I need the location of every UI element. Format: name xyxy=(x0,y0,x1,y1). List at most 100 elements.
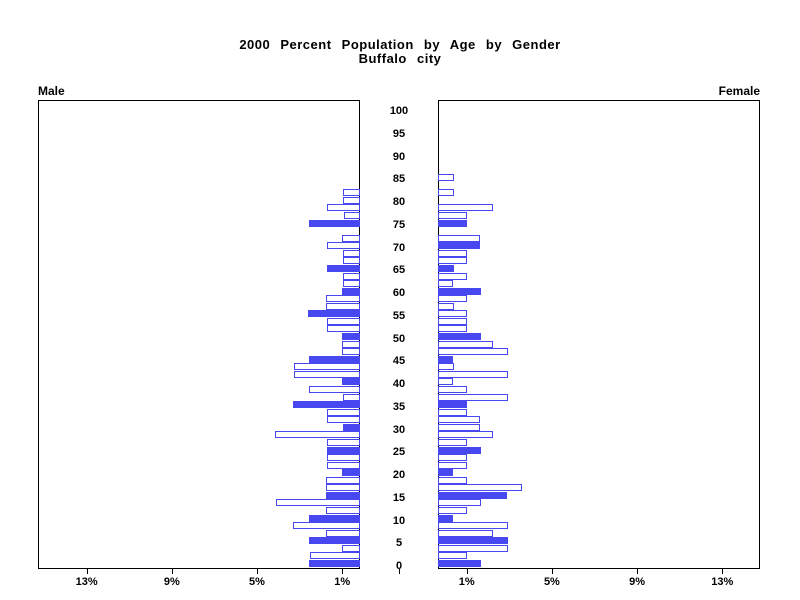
male-pyramid-bar xyxy=(325,476,360,484)
male-pyramid-bar xyxy=(342,393,360,401)
age-axis-label: 65 xyxy=(392,264,406,277)
female-pyramid-bar xyxy=(438,408,467,416)
age-axis-label: 25 xyxy=(392,446,406,459)
male-axis-tick-label: 5% xyxy=(249,576,265,588)
male-pyramid-bar xyxy=(326,317,360,325)
male-pyramid-bar xyxy=(326,264,360,272)
female-pyramid-bar xyxy=(438,287,481,295)
female-pyramid-bar xyxy=(438,295,467,303)
male-pyramid-bar xyxy=(293,363,360,371)
female-pyramid-bar xyxy=(438,212,467,219)
female-pyramid-bar xyxy=(438,416,480,424)
female-axis-tick xyxy=(637,569,639,574)
female-pyramid-bar xyxy=(438,438,467,446)
female-pyramid-bar xyxy=(438,325,467,333)
female-axis-tick xyxy=(722,569,724,574)
male-pyramid-bar xyxy=(308,514,360,522)
female-pyramid-bar xyxy=(438,272,467,280)
female-pyramid-bar xyxy=(438,174,454,182)
age-axis-label: 0 xyxy=(395,560,403,572)
male-pyramid-bar xyxy=(344,212,360,219)
male-pyramid-bar xyxy=(342,189,360,197)
male-pyramid-bar xyxy=(309,552,360,560)
male-pyramid-bar xyxy=(308,560,360,567)
male-axis-tick xyxy=(342,569,344,574)
male-axis-tick xyxy=(171,569,173,574)
age-axis-label: 70 xyxy=(392,241,406,254)
female-pyramid-bar xyxy=(438,507,467,515)
male-pyramid-bar xyxy=(325,529,360,537)
female-pyramid-bar xyxy=(438,204,494,212)
age-axis-label: 95 xyxy=(392,127,406,140)
female-axis-tick-label: 13% xyxy=(711,576,734,588)
female-pyramid-bar xyxy=(438,242,480,250)
age-axis-label: 10 xyxy=(392,514,406,527)
female-pyramid-bar xyxy=(438,189,454,197)
female-pyramid-bar xyxy=(438,423,480,431)
male-pyramid-bar xyxy=(341,469,360,477)
age-axis-label: 80 xyxy=(392,196,406,209)
male-pyramid-bar xyxy=(341,234,360,242)
male-pyramid-bar xyxy=(342,249,360,257)
age-axis-label: 45 xyxy=(392,355,406,368)
male-pyramid-bar xyxy=(342,196,360,204)
male-pyramid-bar xyxy=(326,242,360,250)
female-pyramid-bar xyxy=(438,522,508,530)
male-pyramid-bar xyxy=(326,446,360,454)
male-pyramid-bar xyxy=(326,454,360,462)
female-pyramid-bar xyxy=(438,431,494,439)
male-pyramid-bar xyxy=(292,522,360,530)
age-axis-label: 30 xyxy=(392,423,406,436)
female-pyramid-bar xyxy=(438,491,508,499)
male-pyramid-bar xyxy=(325,491,360,499)
male-pyramid-bar xyxy=(326,325,360,333)
male-panel xyxy=(38,100,360,569)
male-pyramid-bar xyxy=(308,537,360,545)
age-axis-label: 35 xyxy=(392,400,406,413)
female-pyramid-bar xyxy=(438,514,453,522)
female-pyramid-bar xyxy=(438,249,467,257)
female-pyramid-bar xyxy=(438,219,467,227)
male-pyramid-bar xyxy=(292,401,360,409)
female-pyramid-bar xyxy=(438,484,523,492)
female-pyramid-bar xyxy=(438,317,467,325)
male-pyramid-bar xyxy=(274,431,360,439)
age-axis-label: 5 xyxy=(395,537,403,550)
male-pyramid-bar xyxy=(341,378,360,386)
male-pyramid-bar xyxy=(275,499,360,507)
female-pyramid-bar xyxy=(438,370,508,378)
male-pyramid-bar xyxy=(326,438,360,446)
age-axis-bottom-tick xyxy=(399,569,400,574)
female-pyramid-bar xyxy=(438,446,481,454)
male-axis-tick-label: 13% xyxy=(75,576,98,588)
female-pyramid-bar xyxy=(438,310,467,318)
female-pyramid-bar xyxy=(438,257,467,265)
male-pyramid-bar xyxy=(326,204,360,212)
male-pyramid-bar xyxy=(325,295,360,303)
male-pyramid-bar xyxy=(342,280,360,288)
female-pyramid-bar xyxy=(438,340,494,348)
male-pyramid-bar xyxy=(325,484,360,492)
female-pyramid-bar xyxy=(438,393,509,401)
age-axis-label: 75 xyxy=(392,218,406,231)
female-pyramid-bar xyxy=(438,234,480,242)
female-pyramid-bar xyxy=(438,264,454,272)
male-pyramid-bar xyxy=(308,386,360,393)
female-axis-tick-label: 1% xyxy=(458,576,475,588)
male-axis-tick-label: 1% xyxy=(334,576,351,588)
male-pyramid-bar xyxy=(326,416,360,424)
female-pyramid-bar xyxy=(438,280,453,288)
age-axis-label: 55 xyxy=(392,309,406,322)
age-axis-label: 40 xyxy=(392,378,406,391)
female-pyramid-bar xyxy=(438,552,467,560)
male-pyramid-bar xyxy=(341,340,360,348)
female-pyramid-bar xyxy=(438,333,481,341)
female-pyramid-bar xyxy=(438,529,494,537)
age-axis-label: 20 xyxy=(392,469,406,482)
female-axis-tick-label: 9% xyxy=(629,576,646,588)
female-pyramid-bar xyxy=(438,537,509,545)
male-pyramid-bar xyxy=(325,507,360,515)
female-label: Female xyxy=(718,84,760,98)
male-pyramid-bar xyxy=(341,348,360,356)
